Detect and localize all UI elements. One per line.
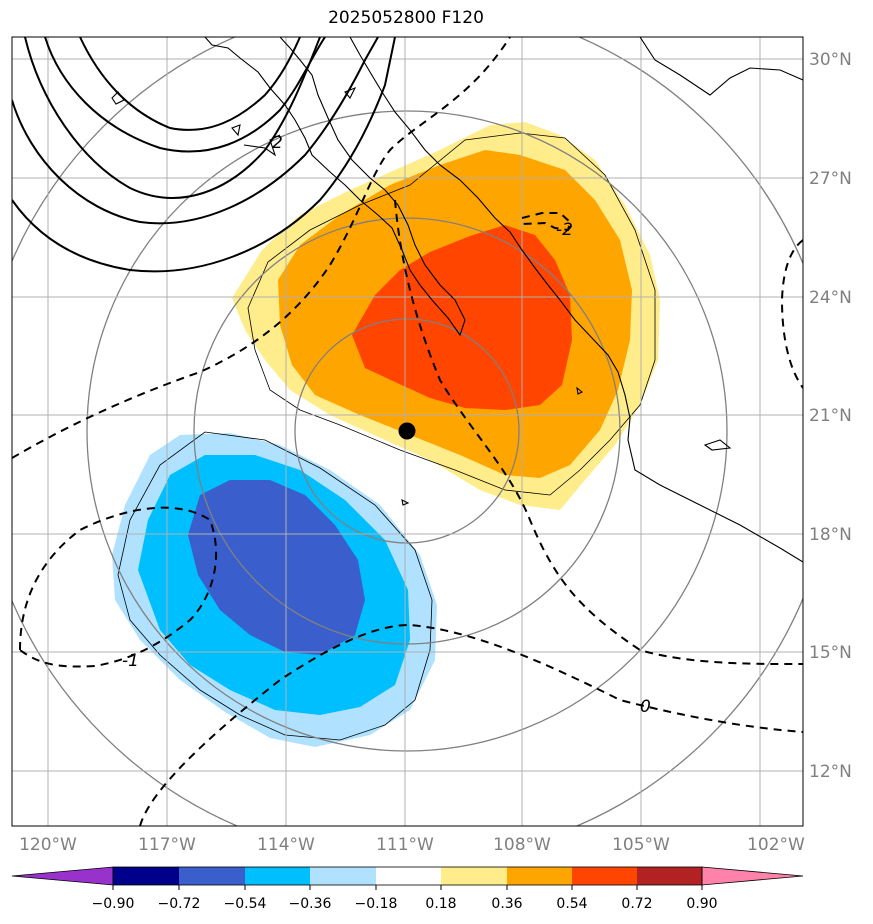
lat-label: 30°N bbox=[809, 50, 852, 70]
colorbar-segment bbox=[179, 867, 245, 885]
colorbar-segment bbox=[441, 867, 507, 885]
colorbar-tick-label: −0.54 bbox=[224, 896, 267, 912]
colorbar-tick-label: −0.36 bbox=[289, 896, 332, 912]
lat-label: 21°N bbox=[809, 406, 852, 426]
coastlines bbox=[111, 37, 803, 563]
colorbar-segment bbox=[245, 867, 310, 885]
longitude-labels: 120°W 117°W 114°W 111°W 108°W 105°W 102°… bbox=[19, 835, 805, 855]
lon-label: 105°W bbox=[612, 835, 670, 855]
lat-label: 24°N bbox=[809, 288, 852, 308]
storm-center-marker bbox=[398, 422, 416, 440]
positive-anomaly-fill-core bbox=[352, 225, 572, 410]
lon-label: 111°W bbox=[376, 835, 434, 855]
dashed-contours bbox=[12, 37, 803, 826]
colorbar-segment bbox=[113, 867, 179, 885]
colorbar-extend-low bbox=[11, 866, 114, 886]
lat-label: 18°N bbox=[809, 525, 852, 545]
colorbar-tick-label: 0.54 bbox=[556, 896, 587, 912]
map-frame bbox=[11, 36, 804, 827]
negative-anomaly-outline bbox=[117, 431, 433, 741]
colorbar-segment bbox=[507, 867, 572, 885]
colorbar-segment bbox=[376, 867, 441, 885]
lat-label: 15°N bbox=[809, 643, 852, 663]
colorbar-segment bbox=[310, 867, 376, 885]
colorbar-segment bbox=[572, 867, 637, 885]
lon-label: 102°W bbox=[747, 835, 805, 855]
colorbar-tick-label: −0.18 bbox=[355, 896, 398, 912]
chart-title: 2025052800 F120 bbox=[328, 8, 484, 28]
colorbar-segment bbox=[637, 867, 702, 885]
colorbar-tick-label: −0.72 bbox=[158, 896, 201, 912]
contour-label: -1 bbox=[122, 651, 139, 671]
lon-label: 117°W bbox=[138, 835, 196, 855]
gridlines bbox=[12, 37, 803, 826]
lat-label: 27°N bbox=[809, 169, 852, 189]
solid-contours bbox=[12, 37, 396, 273]
lon-label: 114°W bbox=[257, 835, 315, 855]
colorbar-tick-label: 0.72 bbox=[621, 896, 652, 912]
contour-label: 2 bbox=[272, 133, 283, 153]
negative-anomaly-fill-core bbox=[188, 480, 365, 655]
lat-label: 12°N bbox=[809, 762, 852, 782]
positive-anomaly-outline bbox=[247, 132, 656, 496]
latitude-labels: 30°N 27°N 24°N 21°N 18°N 15°N 12°N bbox=[809, 50, 852, 782]
colorbar-extend-high bbox=[701, 866, 804, 886]
colorbar-tick-label: 0.36 bbox=[491, 896, 522, 912]
colorbar-tick-label: 0.90 bbox=[686, 896, 717, 912]
lon-label: 108°W bbox=[493, 835, 551, 855]
colorbar-tick-label: 0.18 bbox=[425, 896, 456, 912]
contour-label: -2 bbox=[556, 220, 573, 240]
colorbar: −0.90 −0.72 −0.54 −0.36 −0.18 0.18 0.36 … bbox=[11, 866, 804, 912]
lon-label: 120°W bbox=[19, 835, 77, 855]
range-rings bbox=[12, 37, 803, 826]
contour-label: 0 bbox=[640, 697, 651, 717]
colorbar-tick-label: −0.90 bbox=[92, 896, 135, 912]
map-area bbox=[12, 37, 803, 826]
